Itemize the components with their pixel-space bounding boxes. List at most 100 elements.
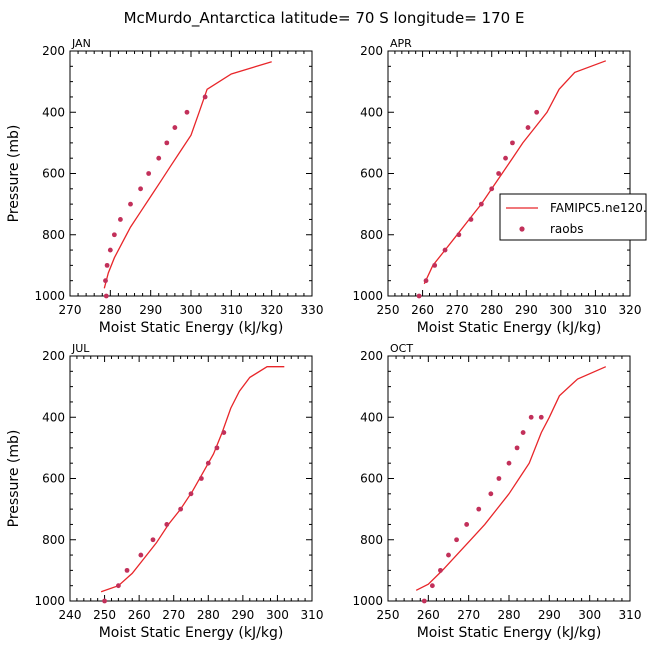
- raobs-point: [510, 140, 515, 146]
- x-tick-label: 310: [584, 303, 607, 317]
- raobs-point: [202, 94, 208, 100]
- x-tick-label: 300: [578, 608, 601, 622]
- x-tick-label: 260: [128, 608, 151, 622]
- y-tick-label: 800: [42, 533, 65, 547]
- x-tick-label: 250: [93, 608, 116, 622]
- raobs-point: [534, 109, 540, 115]
- raobs-point: [103, 293, 109, 299]
- x-tick-label: 300: [549, 303, 572, 317]
- plot-frame-jan: [69, 50, 313, 297]
- panel-label: JAN: [71, 37, 91, 50]
- x-tick-label: 290: [538, 608, 561, 622]
- y-tick-label: 200: [42, 44, 65, 58]
- raobs-point: [205, 460, 211, 466]
- y-tick-label: 1000: [34, 594, 65, 608]
- y-tick-label: 600: [360, 472, 383, 486]
- panel-jan: 270 280 290 300 310 320 330 200 400 600 800 1000 JAN…: [6, 37, 323, 336]
- figure-title: McMurdo_Antarctica latitude= 70 S longit…: [124, 9, 525, 28]
- raobs-point: [456, 232, 462, 238]
- raobs-point: [468, 217, 474, 222]
- panel-label: APR: [390, 37, 412, 50]
- x-tick-label: 280: [99, 303, 122, 317]
- raobs-point: [503, 155, 508, 161]
- raobs-point: [118, 217, 123, 222]
- x-tick-label: 330: [301, 303, 324, 317]
- x-axis-label: Moist Static Energy (kJ/kg): [99, 625, 284, 641]
- x-tick-label: 270: [457, 608, 480, 622]
- raobs-point: [116, 583, 121, 589]
- x-tick-label: 270: [446, 303, 469, 317]
- raobs-point: [429, 583, 435, 589]
- y-tick-label: 800: [360, 228, 383, 242]
- raobs-point: [103, 278, 108, 284]
- y-axis-label: Pressure (mb): [6, 125, 22, 223]
- x-axis-label: Moist Static Energy (kJ/kg): [99, 320, 284, 336]
- raobs-point: [506, 460, 512, 466]
- model-line-apr: [423, 60, 607, 285]
- raobs-point: [138, 186, 143, 192]
- raobs-point: [488, 491, 494, 497]
- raobs-point: [214, 445, 220, 451]
- raobs-point: [454, 537, 459, 543]
- raobs-point: [525, 125, 531, 130]
- y-tick-label: 1000: [34, 289, 65, 303]
- y-tick-label: 400: [42, 410, 65, 424]
- x-tick-label: 290: [515, 303, 538, 317]
- raobs-point: [442, 247, 448, 253]
- x-tick-label: 280: [197, 608, 220, 622]
- raobs-point: [432, 262, 438, 268]
- y-tick-label: 1000: [352, 289, 383, 303]
- raobs-point: [476, 506, 482, 512]
- y-tick-label: 200: [360, 349, 383, 363]
- x-tick-label: 280: [480, 303, 503, 317]
- raobs-point: [164, 522, 170, 527]
- x-tick-label: 260: [411, 303, 434, 317]
- y-tick-label: 200: [360, 44, 383, 58]
- raobs-point: [423, 278, 429, 284]
- y-tick-label: 800: [360, 533, 383, 547]
- x-tick-label: 290: [231, 608, 254, 622]
- x-tick-label: 320: [260, 303, 283, 317]
- y-tick-label: 800: [42, 228, 65, 242]
- x-tick-label: 270: [162, 608, 185, 622]
- x-tick-label: 310: [619, 608, 642, 622]
- raobs-point: [489, 186, 495, 192]
- raobs-point: [478, 201, 484, 207]
- panels: 270 280 290 300 310 320 330 200 400 600 800 1000 JAN…: [6, 37, 641, 641]
- raobs-point: [198, 476, 204, 481]
- panel-label: JUL: [71, 342, 90, 355]
- legend-box: [499, 193, 647, 241]
- raobs-point: [184, 109, 190, 115]
- raobs-point: [188, 491, 194, 497]
- raobs-point: [520, 430, 526, 435]
- raobs-point: [164, 140, 170, 146]
- x-tick-label: 280: [498, 608, 521, 622]
- raobs-point: [146, 171, 152, 176]
- raobs-point: [528, 414, 534, 420]
- raobs-point: [172, 125, 178, 130]
- legend: FAMIPC5.ne120.: raobs: [499, 193, 648, 241]
- model-line-oct: [415, 366, 607, 591]
- x-tick-label: 270: [59, 303, 82, 317]
- x-tick-label: 250: [377, 608, 400, 622]
- raobs-point: [128, 201, 133, 207]
- legend-label: FAMIPC5.ne120.:: [550, 201, 648, 215]
- raobs-point: [421, 598, 427, 604]
- y-tick-label: 400: [360, 105, 383, 119]
- raobs-point: [138, 552, 144, 558]
- raobs-point: [156, 155, 162, 161]
- y-tick-label: 400: [42, 105, 65, 119]
- plot-frame-jul: [69, 355, 313, 602]
- raobs-point: [102, 598, 107, 604]
- x-tick-label: 240: [59, 608, 82, 622]
- raobs-point: [416, 293, 422, 299]
- y-tick-label: 600: [42, 472, 65, 486]
- y-axis-label: Pressure (mb): [6, 430, 22, 528]
- plot-frame-apr: [387, 50, 631, 297]
- raobs-point: [438, 567, 443, 573]
- plot-frame-oct: [387, 355, 631, 602]
- y-tick-label: 600: [42, 167, 65, 181]
- raobs-point: [104, 262, 110, 268]
- x-tick-label: 260: [417, 608, 440, 622]
